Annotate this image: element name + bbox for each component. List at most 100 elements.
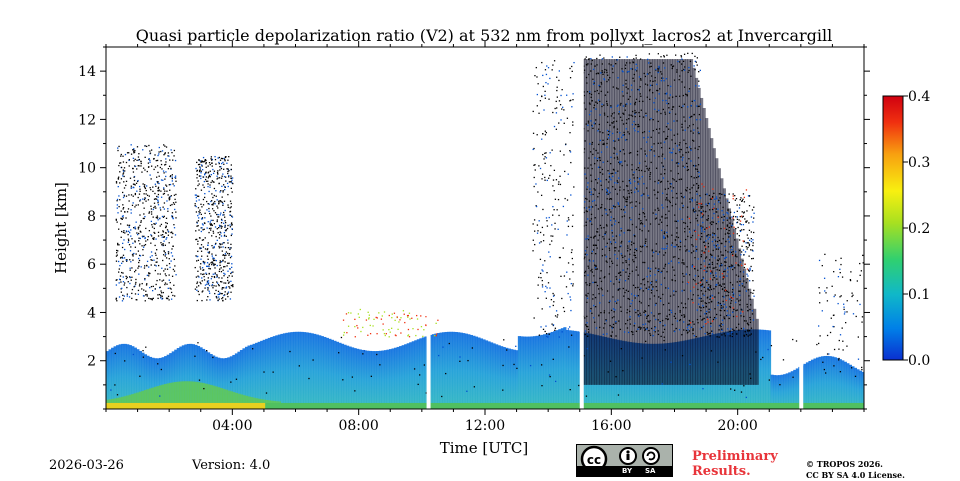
signal-dot xyxy=(139,200,141,202)
signal-dot xyxy=(226,265,228,267)
signal-dot xyxy=(732,295,734,298)
signal-dot xyxy=(615,63,617,65)
cloud-column xyxy=(667,59,671,385)
signal-dot xyxy=(681,126,683,128)
signal-dot xyxy=(604,276,606,278)
signal-dot xyxy=(164,190,166,192)
signal-dot xyxy=(155,207,157,209)
ground-aerosol xyxy=(202,383,206,409)
signal-dot xyxy=(155,283,157,286)
signal-dot xyxy=(736,315,738,318)
svg-text:cc: cc xyxy=(587,453,601,467)
signal-dot xyxy=(132,202,134,204)
signal-dot xyxy=(742,224,745,226)
signal-dot xyxy=(222,296,224,299)
bl-column xyxy=(780,374,784,409)
surface-layer xyxy=(452,402,456,409)
signal-dot xyxy=(162,193,165,195)
cc-license-badge[interactable]: cc BY SA xyxy=(576,444,673,477)
signal-dot xyxy=(136,146,139,148)
signal-dot xyxy=(628,180,631,182)
signal-dot xyxy=(149,161,151,163)
signal-dot xyxy=(690,149,692,151)
signal-dot xyxy=(203,269,205,271)
bl-column xyxy=(394,347,398,409)
signal-dot xyxy=(748,295,750,297)
signal-dot xyxy=(540,326,542,328)
signal-dot xyxy=(211,200,213,202)
signal-dot xyxy=(664,67,666,69)
signal-dot xyxy=(726,219,728,221)
signal-dot xyxy=(158,146,160,149)
signal-dot xyxy=(593,80,595,83)
signal-dot xyxy=(663,231,666,233)
signal-dot xyxy=(136,190,138,192)
signal-dot xyxy=(672,187,675,189)
signal-dot xyxy=(154,166,157,168)
signal-dot xyxy=(655,285,657,288)
signal-dot xyxy=(198,379,201,381)
signal-dot xyxy=(231,191,233,193)
signal-dot xyxy=(217,216,219,218)
signal-dot xyxy=(602,333,605,336)
signal-dot xyxy=(599,114,601,116)
bl-column xyxy=(267,337,271,409)
surface-layer xyxy=(851,402,855,409)
signal-dot xyxy=(212,196,214,199)
signal-dot xyxy=(752,280,754,282)
signal-dot xyxy=(732,333,734,335)
signal-dot xyxy=(687,126,689,129)
cloud-column xyxy=(606,59,610,385)
signal-dot xyxy=(584,270,587,273)
surface-layer xyxy=(841,402,845,409)
signal-dot xyxy=(630,302,632,305)
signal-dot xyxy=(692,329,694,331)
surface-layer xyxy=(247,402,251,409)
signal-dot xyxy=(589,283,591,285)
signal-dot xyxy=(833,326,835,328)
signal-dot xyxy=(635,256,637,259)
signal-dot xyxy=(638,213,641,215)
signal-dot xyxy=(679,319,682,321)
signal-dot xyxy=(356,324,358,327)
signal-dot xyxy=(126,152,129,154)
signal-dot xyxy=(691,100,693,103)
signal-dot xyxy=(613,152,615,155)
signal-dot xyxy=(213,275,216,278)
surface-layer xyxy=(778,402,782,409)
signal-dot xyxy=(724,257,726,260)
signal-dot xyxy=(513,363,515,366)
signal-dot xyxy=(110,389,112,391)
signal-dot xyxy=(694,199,696,201)
signal-dot xyxy=(701,283,704,285)
signal-dot xyxy=(725,261,727,263)
signal-dot xyxy=(666,102,668,104)
signal-dot xyxy=(729,211,732,213)
signal-dot xyxy=(716,278,718,280)
signal-dot xyxy=(701,183,703,185)
signal-dot xyxy=(651,280,653,283)
signal-dot xyxy=(674,239,677,241)
signal-dot xyxy=(618,205,620,207)
signal-dot xyxy=(155,261,157,263)
signal-dot xyxy=(172,202,175,204)
signal-dot xyxy=(532,148,534,151)
signal-dot xyxy=(702,300,704,302)
signal-dot xyxy=(584,140,586,142)
x-tick-label: 08:00 xyxy=(338,418,378,434)
signal-dot xyxy=(720,251,722,253)
signal-dot xyxy=(119,171,121,173)
signal-dot xyxy=(729,217,731,220)
signal-dot xyxy=(143,267,146,269)
signal-dot xyxy=(639,58,642,60)
signal-dot xyxy=(729,306,732,309)
bl-column xyxy=(191,344,196,409)
signal-dot xyxy=(724,233,727,235)
signal-dot xyxy=(160,296,162,298)
surface-layer xyxy=(388,402,393,409)
bl-column xyxy=(833,357,837,409)
copyright-note: © TROPOS 2026. CC BY SA 4.0 License. xyxy=(806,459,905,481)
signal-dot xyxy=(703,252,705,254)
signal-dot xyxy=(660,180,663,183)
signal-dot xyxy=(603,78,605,80)
